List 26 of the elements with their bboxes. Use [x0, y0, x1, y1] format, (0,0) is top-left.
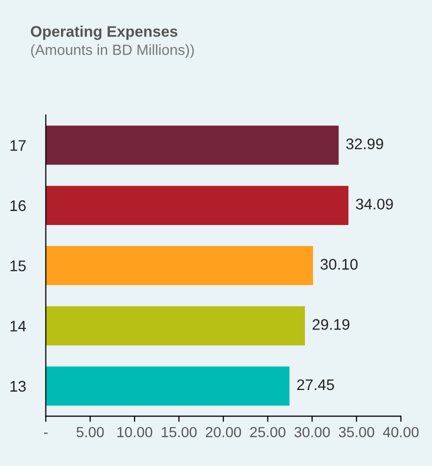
- y-tick-label: 16: [10, 200, 26, 212]
- data-label: 30.10: [320, 258, 358, 270]
- data-label: 27.45: [297, 379, 334, 390]
- x-tick-label: -: [44, 432, 48, 434]
- x-tick-label: 35.00: [338, 426, 374, 438]
- y-tick-label: 17: [10, 140, 26, 151]
- x-tick-label: 20.00: [206, 426, 242, 438]
- bar: [46, 126, 339, 165]
- chart-subtitle: (Amounts in BD Millions)): [31, 44, 194, 58]
- x-tick-label: 30.00: [294, 426, 330, 438]
- bar: [46, 246, 314, 286]
- x-tick-label: 10.00: [117, 426, 152, 438]
- x-tick-label: 40.00: [382, 426, 419, 438]
- y-tick-label: 15: [10, 260, 26, 272]
- bar: [46, 186, 348, 225]
- bar: [46, 366, 290, 406]
- bar: [46, 306, 305, 346]
- y-tick-label: 14: [10, 320, 26, 332]
- chart-title: Operating Expenses: [30, 26, 178, 40]
- x-tick-label: 5.00: [76, 426, 104, 438]
- data-label: 29.19: [312, 319, 350, 330]
- y-tick-label: 13: [10, 380, 26, 392]
- data-label: 34.09: [356, 198, 393, 210]
- x-tick-label: 15.00: [162, 426, 197, 438]
- data-label: 32.99: [346, 138, 384, 150]
- x-tick-label: 25.00: [250, 426, 286, 438]
